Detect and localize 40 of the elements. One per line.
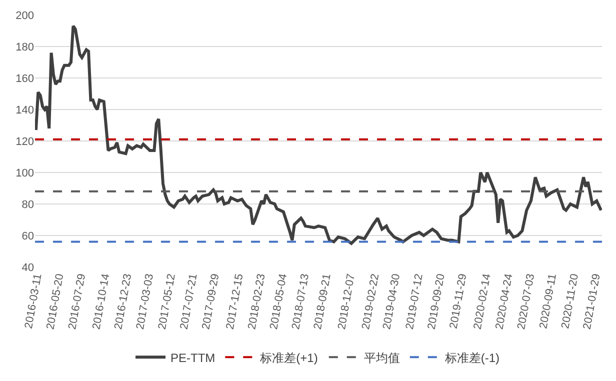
line-series (35, 24, 602, 245)
x-tick-label: 2018-07-13 (290, 272, 312, 330)
x-tick-label: 2016-10-14 (90, 272, 112, 330)
x-tick-label: 2018-05-04 (268, 272, 290, 330)
y-tick-label: 80 (22, 198, 34, 211)
x-tick-label: 2020-04-24 (494, 272, 516, 330)
x-tick-label: 2018-09-21 (312, 272, 334, 330)
legend-label: 标准差(-1) (444, 350, 500, 365)
y-tick-label: 160 (16, 72, 34, 85)
x-tick-label: 2016-07-29 (66, 272, 88, 330)
legend-label: 平均值 (364, 350, 400, 365)
x-tick-label: 2019-11-29 (448, 272, 470, 330)
y-tick-label: 140 (16, 104, 34, 116)
y-tick-label: 120 (16, 136, 34, 148)
x-tick-label: 2016-05-20 (44, 272, 66, 330)
y-tick-label: 100 (16, 167, 34, 180)
x-tick-label: 2017-07-21 (178, 272, 200, 330)
x-tick-label: 2019-09-20 (426, 272, 448, 330)
x-tick-label: 2019-07-12 (404, 272, 426, 330)
x-tick-label: 2017-09-29 (200, 272, 222, 330)
y-tick-label: 180 (16, 41, 34, 54)
x-tick-label: 2020-07-03 (516, 272, 538, 330)
x-tick-label: 2017-12-15 (224, 272, 246, 330)
x-tick-label: 2016-12-23 (112, 272, 134, 330)
x-tick-label: 2020-02-14 (472, 272, 494, 330)
legend-label: 标准差(+1) (259, 350, 318, 365)
x-tick-label: 2021-01-29 (581, 272, 603, 330)
legend-label: PE-TTM (170, 350, 216, 365)
x-tick-label: 2020-09-11 (538, 272, 560, 330)
x-tick-label: 2017-03-03 (134, 272, 156, 330)
x-tick-label: 2019-02-22 (360, 272, 382, 330)
x-tick-label: 2019-04-30 (381, 272, 403, 330)
x-tick-label: 2020-11-20 (560, 272, 581, 330)
y-tick-label: 40 (22, 262, 34, 274)
y-tick-label: 60 (22, 230, 34, 242)
x-tick-label: 2018-02-23 (246, 272, 268, 330)
x-tick-label: 2016-03-11 (22, 272, 44, 330)
y-tick-label: 200 (16, 10, 34, 22)
x-tick-label: 2018-12-07 (336, 272, 358, 330)
x-tick-label: 2017-05-12 (156, 272, 178, 330)
